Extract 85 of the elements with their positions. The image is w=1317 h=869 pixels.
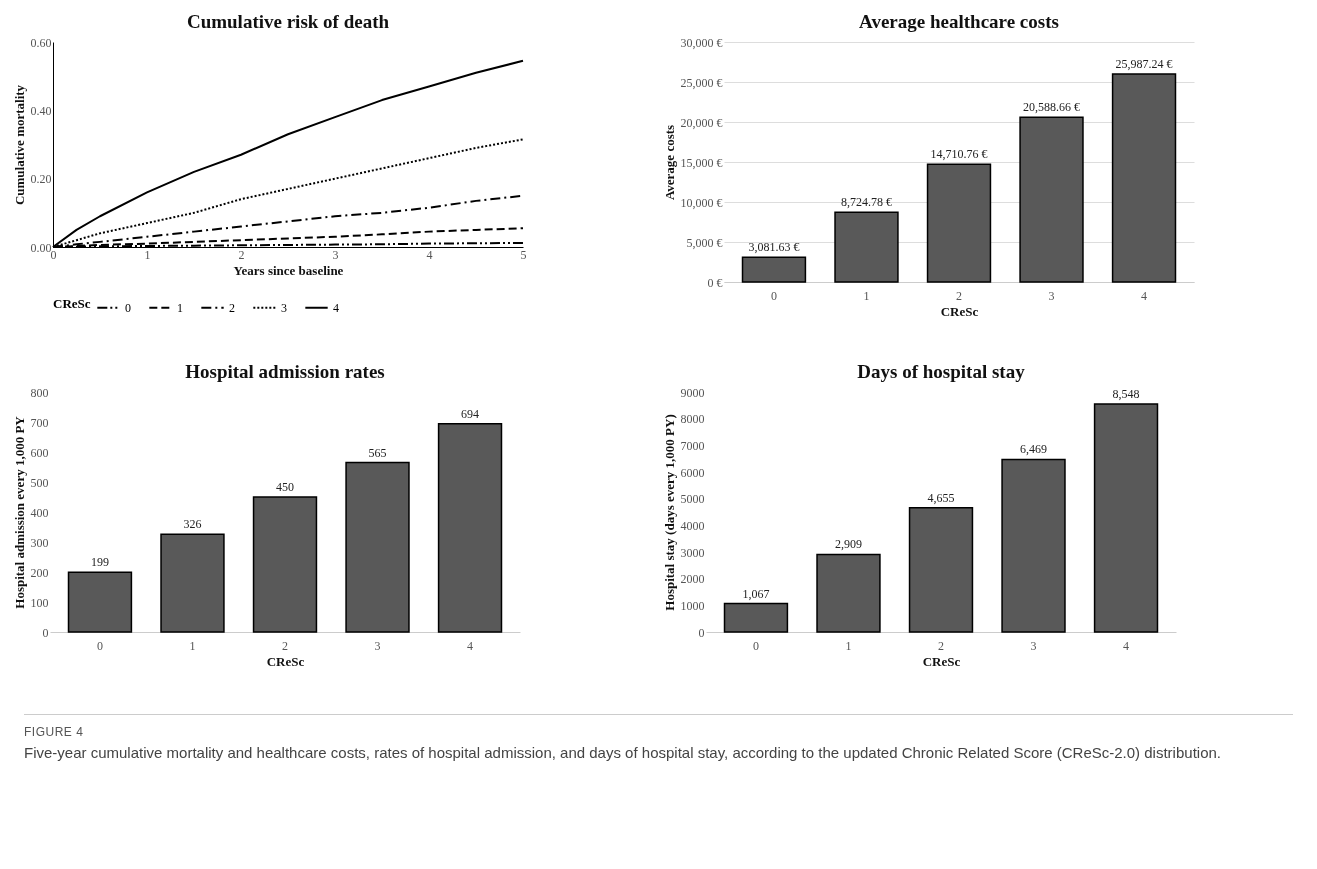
x-tick-label: 2 [956, 288, 962, 303]
data-label: 25,987.24 € [1115, 57, 1173, 72]
x-tick-label: 4 [1123, 638, 1130, 653]
data-label: 326 [183, 517, 202, 532]
y-tick-label: 3000 [680, 545, 705, 560]
y-tick-label: 800 [30, 385, 49, 400]
x-tick-label: 0 [96, 638, 103, 653]
data-label: 20,588.66 € [1023, 100, 1081, 115]
y-axis-title: Average costs [661, 124, 677, 201]
x-tick-label: 0 [752, 638, 759, 653]
x-tick-label: 0 [770, 288, 777, 303]
y-tick-label: 20,000 € [680, 115, 723, 130]
x-tick-label: 4 [1141, 288, 1148, 303]
y-tick-label: 30,000 € [680, 35, 723, 50]
y-tick-label: 200 [30, 565, 49, 580]
x-axis-title: CReSc [940, 303, 979, 319]
data-label: 199 [90, 555, 109, 570]
y-tick-label: 0.00 [30, 240, 52, 255]
data-label: 1,067 [742, 586, 770, 601]
y-axis-title: Hospital stay (days every 1,000 PY) [661, 414, 677, 611]
y-tick-label: 400 [30, 505, 49, 520]
x-tick-label: 1 [189, 638, 196, 653]
data-label: 3,081.63 € [748, 240, 800, 255]
x-axis-title: CReSc [266, 653, 305, 669]
chart-title: Cumulative risk of death [186, 11, 390, 32]
caption: FIGURE 4 [24, 725, 85, 739]
y-tick-label: 6000 [680, 465, 705, 480]
x-tick-label: 1 [845, 638, 852, 653]
legend-label: 1 [177, 300, 183, 315]
y-tick-label: 15,000 € [680, 155, 723, 170]
data-label: 8,724.78 € [840, 195, 892, 210]
legend-label: 3 [281, 300, 287, 315]
x-axis-title: Years since baseline [233, 262, 344, 278]
y-tick-label: 4000 [680, 518, 705, 533]
y-tick-label: 25,000 € [680, 75, 723, 90]
data-label: 4,655 [927, 490, 955, 505]
y-tick-label: 5000 [680, 492, 705, 507]
legend-label: 2 [229, 300, 235, 315]
data-label: 14,710.76 € [930, 147, 988, 162]
x-tick-label: 3 [332, 247, 339, 262]
legend-label: 4 [333, 300, 339, 315]
x-tick-label: 4 [467, 638, 474, 653]
x-tick-label: 2 [938, 638, 944, 653]
x-tick-label: 3 [374, 638, 381, 653]
x-tick-label: 2 [282, 638, 288, 653]
data-label: 565 [368, 445, 387, 460]
x-tick-label: 3 [1048, 288, 1055, 303]
y-tick-label: 500 [30, 475, 49, 490]
x-tick-label: 4 [426, 247, 433, 262]
y-tick-label: 2000 [680, 572, 705, 587]
y-tick-label: 0 [42, 625, 49, 640]
y-tick-label: 0 € [707, 275, 723, 290]
y-tick-label: 10,000 € [680, 195, 723, 210]
chart-title: Days of hospital stay [857, 361, 1026, 382]
y-tick-label: 0.40 [30, 103, 52, 118]
data-label: 8,548 [1112, 387, 1140, 402]
y-tick-label: 8000 [680, 412, 705, 427]
y-tick-label: 0 [698, 625, 705, 640]
y-tick-label: 5,000 € [686, 235, 723, 250]
x-tick-label: 1 [863, 288, 870, 303]
y-tick-label: 1000 [680, 598, 705, 613]
text: Five-year cumulative mortality and healthcare costs, rates of hospital admission, and days of hospital stay, according to the updated Chronic Related Score (CReSc-2.0) distribution. [24, 743, 1222, 763]
y-tick-label: 9000 [680, 385, 705, 400]
y-tick-label: 0.60 [30, 35, 52, 50]
data-label: 450 [276, 480, 294, 494]
y-tick-label: 0.20 [30, 172, 52, 187]
chart-title: Hospital admission rates [185, 361, 385, 382]
data-label: 694 [461, 406, 480, 421]
y-tick-label: 100 [30, 595, 49, 610]
y-axis-title: Cumulative mortality [11, 84, 27, 206]
x-tick-label: 2 [238, 247, 245, 262]
y-tick-label: 600 [30, 445, 49, 460]
legend-title: CReSc [53, 296, 91, 311]
x-tick-label: 5 [520, 247, 527, 262]
legend-label: 0 [125, 300, 131, 315]
y-tick-label: 300 [30, 535, 49, 550]
x-tick-label: 3 [1030, 638, 1037, 653]
data-label: 2,909 [834, 537, 862, 552]
x-axis-title: CReSc [922, 653, 961, 669]
y-tick-label: 700 [30, 415, 49, 430]
data-label: 6,469 [1020, 442, 1048, 457]
y-tick-label: 7000 [680, 438, 705, 453]
chart-title: Average healthcare costs [859, 11, 1059, 32]
x-tick-label: 1 [144, 247, 151, 262]
y-axis-title: Hospital admission every 1,000 PY [11, 415, 27, 609]
